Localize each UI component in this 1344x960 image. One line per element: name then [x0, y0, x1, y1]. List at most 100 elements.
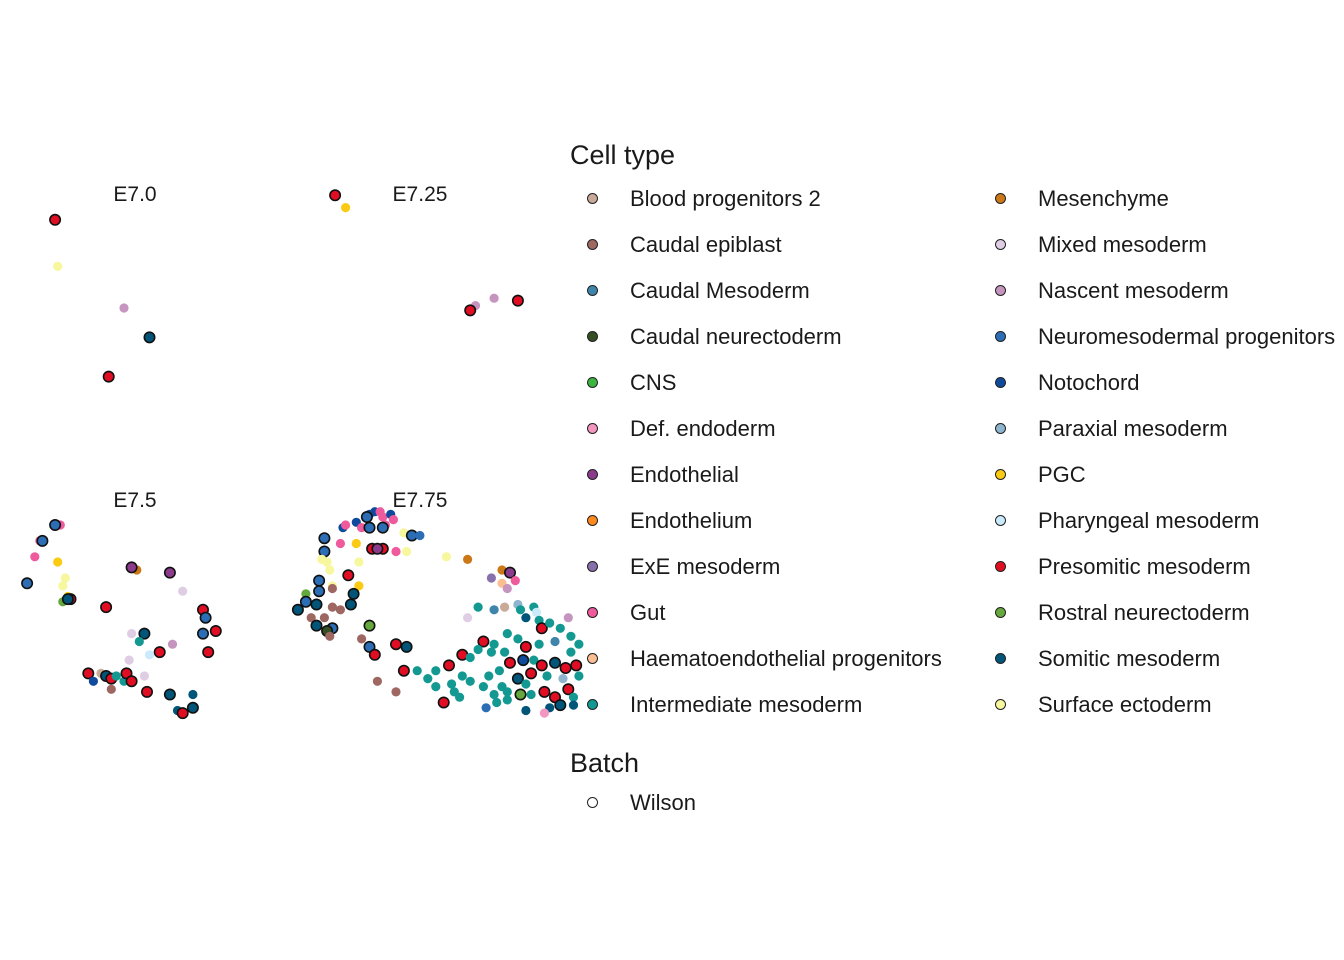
legend-swatch-dot [995, 699, 1006, 710]
facet-e7-25: E7.25 [329, 183, 524, 317]
facet-title: E7.0 [113, 183, 156, 206]
scatter-point [489, 639, 499, 649]
scatter-point [570, 659, 583, 672]
legend-key [570, 590, 616, 636]
legend-swatch-dot [995, 331, 1006, 342]
scatter-point [344, 598, 357, 611]
legend-swatch-dot [587, 653, 598, 664]
scatter-point [388, 515, 398, 525]
legend-label: Notochord [1038, 370, 1140, 395]
scatter-point [519, 640, 532, 653]
scatter-point [143, 331, 156, 344]
scatter-point [138, 627, 151, 640]
legend-item: Surface ectoderm [978, 682, 1344, 728]
scatter-point [389, 638, 402, 651]
legend-item: Pharyngeal mesoderm [978, 498, 1344, 544]
scatter-point [178, 586, 188, 596]
facet-e7-75: E7.75 [291, 489, 584, 718]
scatter-point [464, 304, 477, 317]
legend-column-left: Blood progenitors 2 Caudal epiblast Caudal… [570, 176, 978, 728]
scatter-point [335, 605, 345, 615]
legend-label: Caudal epiblast [630, 232, 782, 257]
scatter-point [457, 671, 467, 681]
legend-swatch-dot [587, 699, 598, 710]
legend-swatch-dot [995, 193, 1006, 204]
legend-swatch-dot [995, 423, 1006, 434]
legend-swatch-dot [995, 561, 1006, 572]
legend-key [570, 406, 616, 452]
scatter-point [514, 688, 527, 701]
scatter-point [327, 583, 337, 594]
legend-key [978, 176, 1024, 222]
scatter-point [535, 622, 548, 635]
legend-item: Wilson [570, 780, 1344, 826]
legend-label: Pharyngeal mesoderm [1038, 508, 1260, 533]
legend-swatch-dot [995, 607, 1006, 618]
scatter-point [492, 697, 502, 708]
legend-key [978, 498, 1024, 544]
legend-swatch-dot [995, 377, 1006, 388]
scatter-point [465, 652, 475, 663]
legend-key [978, 314, 1024, 360]
legend-label: Paraxial mesoderm [1038, 416, 1228, 441]
scatter-point [335, 538, 345, 549]
scatter-point [347, 587, 360, 600]
legend-swatch-dot [587, 377, 598, 388]
facet-title: E7.5 [113, 489, 156, 512]
scatter-point [521, 679, 531, 689]
scatter-point [53, 261, 63, 271]
scatter-point [538, 685, 551, 698]
scatter-point [376, 521, 389, 534]
scatter-point [503, 566, 516, 579]
legend-key [978, 682, 1024, 728]
scatter-point [535, 659, 548, 672]
scatter-point [319, 613, 329, 623]
legend-item: Rostral neurectoderm [978, 590, 1344, 636]
scatter-point [357, 634, 367, 644]
scatter-point [199, 611, 212, 624]
scatter-point [139, 671, 149, 681]
scatter-point [119, 303, 129, 313]
scatter-point [100, 601, 113, 614]
scatter-point [415, 530, 425, 541]
scatter-point [102, 370, 115, 383]
facet-e7-0: E7.0 [49, 183, 157, 383]
scatter-point [489, 605, 499, 615]
legend-item: Notochord [978, 360, 1344, 406]
scatter-point [124, 655, 134, 665]
scatter-point [502, 583, 512, 594]
scatter-point [357, 523, 367, 533]
scatter-point [442, 659, 455, 672]
legend-key [570, 360, 616, 406]
legend-swatch-dot [995, 239, 1006, 250]
scatter-point [313, 574, 326, 587]
scatter-point [318, 532, 331, 545]
scatter-point [378, 512, 388, 522]
legend-label: Endothelial [630, 462, 739, 487]
scatter-point [463, 554, 473, 565]
legend-swatch-dot [587, 561, 598, 572]
legend-key [570, 268, 616, 314]
legend-key [978, 590, 1024, 636]
legend-label: Endothelium [630, 508, 753, 533]
facet-points [291, 507, 584, 718]
scatter-point [545, 618, 555, 628]
scatter-point [402, 546, 412, 557]
legend-item: Caudal neurectoderm [570, 314, 978, 360]
scatter-point [525, 667, 538, 680]
scatter-point [534, 639, 544, 649]
scatter-point [542, 671, 552, 681]
scatter-point [127, 629, 137, 639]
legend-label: Def. endoderm [630, 416, 776, 441]
scatter-point [310, 619, 323, 632]
scatter-point [325, 631, 335, 641]
legend-item: Endothelium [570, 498, 978, 544]
scatter-point [58, 581, 68, 591]
scatter-point [566, 631, 576, 641]
scatter-point [455, 692, 465, 702]
legend-label: Presomitic mesoderm [1038, 554, 1251, 579]
scatter-point [484, 671, 494, 681]
legend-item: Blood progenitors 2 [570, 176, 978, 222]
legend-item: Paraxial mesoderm [978, 406, 1344, 452]
legend-swatch-dot [995, 515, 1006, 526]
